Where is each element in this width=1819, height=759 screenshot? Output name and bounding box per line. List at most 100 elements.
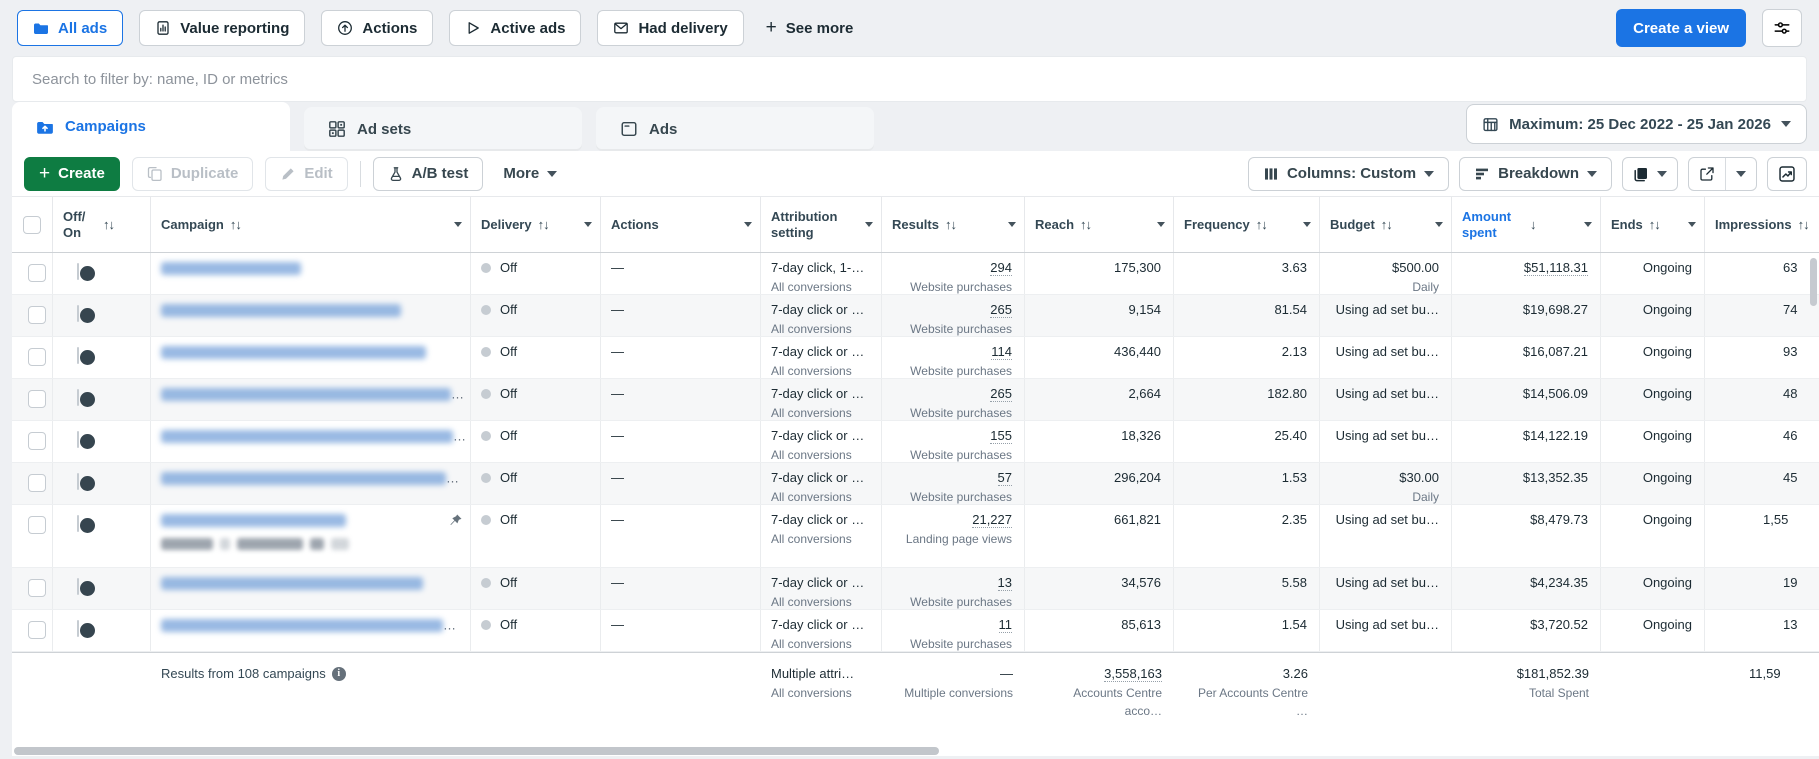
row-checkbox[interactable] <box>28 621 46 639</box>
results-value-link[interactable]: 21,227 <box>972 512 1012 528</box>
column-header-results[interactable]: Results ↑↓ <box>882 197 1025 252</box>
campaign-toggle[interactable] <box>77 620 95 638</box>
row-checkbox[interactable] <box>28 348 46 366</box>
amount-spent-value[interactable]: $51,118.31 <box>1523 260 1588 276</box>
results-value-link[interactable]: 155 <box>990 428 1012 444</box>
sort-updown-icon[interactable]: ↑↓ <box>537 217 550 232</box>
filter-pill-all-ads[interactable]: All ads <box>17 10 124 46</box>
horizontal-scrollbar[interactable] <box>14 747 939 755</box>
campaign-name-link[interactable] <box>161 575 423 591</box>
more-button[interactable]: More <box>495 156 566 191</box>
sort-updown-icon[interactable]: ↑↓ <box>1797 217 1810 232</box>
campaign-name-link[interactable]: … <box>161 428 466 444</box>
campaign-toggle[interactable] <box>77 431 95 449</box>
filter-pill-value-reporting[interactable]: Value reporting <box>139 10 306 46</box>
chevron-down-icon[interactable] <box>1008 221 1016 227</box>
columns-button[interactable]: Columns: Custom <box>1247 156 1450 191</box>
column-header-actions[interactable]: Actions <box>601 197 761 252</box>
sort-updown-icon[interactable]: ↑↓ <box>944 217 957 232</box>
export-button[interactable] <box>1689 158 1725 190</box>
column-header-ends[interactable]: Ends ↑↓ <box>1601 197 1705 252</box>
create-view-button[interactable]: Create a view <box>1616 9 1746 47</box>
chevron-down-icon[interactable] <box>454 221 462 227</box>
results-value-link[interactable]: 294 <box>990 260 1012 276</box>
sort-down-icon[interactable]: ↓ <box>1530 217 1537 232</box>
ab-test-button[interactable]: A/B test <box>372 156 484 191</box>
column-header-delivery[interactable]: Delivery ↑↓ <box>471 197 601 252</box>
campaign-toggle[interactable] <box>77 473 95 491</box>
sort-updown-icon[interactable]: ↑↓ <box>1080 217 1092 232</box>
create-button[interactable]: + Create <box>24 156 120 191</box>
results-value-link[interactable]: 265 <box>990 302 1012 318</box>
see-more-button[interactable]: + See more <box>760 10 860 46</box>
date-range-selector[interactable]: Maximum: 25 Dec 2022 - 25 Jan 2026 <box>1466 104 1807 144</box>
campaign-toggle[interactable] <box>77 578 95 596</box>
filter-pill-actions[interactable]: Actions <box>321 10 434 46</box>
campaign-name-link[interactable] <box>161 260 301 276</box>
summary-reach-link[interactable]: 3,558,163 <box>1104 666 1162 682</box>
column-header-campaign[interactable]: Campaign ↑↓ <box>151 197 471 252</box>
campaign-name-link[interactable] <box>161 512 346 528</box>
tab-campaigns[interactable]: Campaigns <box>12 102 290 151</box>
campaign-toggle[interactable] <box>77 389 95 407</box>
chevron-down-icon[interactable] <box>1303 221 1311 227</box>
sort-updown-icon[interactable]: ↑↓ <box>229 217 242 232</box>
column-label: Attribution setting <box>771 208 838 240</box>
select-all-checkbox[interactable] <box>23 215 41 234</box>
breakdown-button[interactable]: Breakdown <box>1459 156 1612 191</box>
row-checkbox[interactable] <box>28 579 46 597</box>
row-checkbox[interactable] <box>28 264 46 282</box>
vertical-scrollbar[interactable] <box>1810 258 1817 306</box>
row-checkbox[interactable] <box>28 390 46 408</box>
row-checkbox[interactable] <box>28 474 46 492</box>
column-header-reach[interactable]: Reach ↑↓ <box>1025 197 1174 252</box>
campaign-toggle[interactable] <box>77 263 95 281</box>
filter-pill-active-ads[interactable]: Active ads <box>449 10 582 46</box>
campaign-name-link[interactable] <box>161 302 401 318</box>
column-header-frequency[interactable]: Frequency ↑↓ <box>1174 197 1320 252</box>
filter-pill-had-delivery[interactable]: Had delivery <box>597 10 744 46</box>
results-value-link[interactable]: 57 <box>997 470 1012 486</box>
campaign-name-link[interactable]: … <box>161 617 456 633</box>
row-checkbox[interactable] <box>28 516 46 534</box>
results-value-link[interactable]: 114 <box>991 344 1012 360</box>
sort-updown-icon[interactable]: ↑↓ <box>1255 217 1268 232</box>
duplicate-button[interactable]: Duplicate <box>131 156 254 191</box>
tab-adsets[interactable]: Ad sets <box>304 107 582 151</box>
tab-ads[interactable]: Ads <box>596 107 874 151</box>
row-checkbox[interactable] <box>28 306 46 324</box>
chevron-down-icon[interactable] <box>865 221 873 227</box>
column-header-attribution[interactable]: Attribution setting <box>761 197 882 252</box>
chevron-down-icon[interactable] <box>1584 221 1592 227</box>
search-input[interactable] <box>13 57 1806 101</box>
results-value-link[interactable]: 265 <box>990 386 1012 402</box>
column-header-spent[interactable]: Amount spent ↓ <box>1452 197 1601 252</box>
campaign-toggle[interactable] <box>77 305 95 323</box>
campaign-name-link[interactable]: … <box>161 470 459 486</box>
export-options-button[interactable] <box>1725 157 1756 190</box>
sort-updown-icon[interactable]: ↑↓ <box>1380 217 1393 232</box>
results-value-link[interactable]: 13 <box>997 575 1012 591</box>
chevron-down-icon[interactable] <box>584 221 592 227</box>
campaign-toggle[interactable] <box>77 515 95 533</box>
chevron-down-icon[interactable] <box>744 221 752 227</box>
chevron-down-icon[interactable] <box>1157 221 1165 227</box>
summary-attribution: Multiple attri… <box>771 666 855 681</box>
info-icon[interactable]: i <box>331 667 346 681</box>
campaign-toggle[interactable] <box>77 347 95 365</box>
reports-button[interactable] <box>1622 156 1678 191</box>
chevron-down-icon[interactable] <box>1435 221 1443 227</box>
edit-button[interactable]: Edit <box>265 156 348 191</box>
sort-updown-icon[interactable]: ↑↓ <box>103 217 115 232</box>
charts-button[interactable] <box>1767 156 1807 191</box>
chevron-down-icon[interactable] <box>1688 221 1696 227</box>
view-settings-button[interactable] <box>1762 9 1802 47</box>
campaign-name-link[interactable] <box>161 344 426 360</box>
column-header-toggle[interactable]: Off/ On ↑↓ <box>53 197 151 252</box>
campaign-name-link[interactable]: … <box>161 386 464 402</box>
row-checkbox[interactable] <box>28 432 46 450</box>
column-header-impressions[interactable]: Impressions ↑↓ <box>1705 197 1819 252</box>
sort-updown-icon[interactable]: ↑↓ <box>1648 217 1661 232</box>
column-header-budget[interactable]: Budget ↑↓ <box>1320 197 1452 252</box>
results-value-link[interactable]: 11 <box>998 617 1012 633</box>
